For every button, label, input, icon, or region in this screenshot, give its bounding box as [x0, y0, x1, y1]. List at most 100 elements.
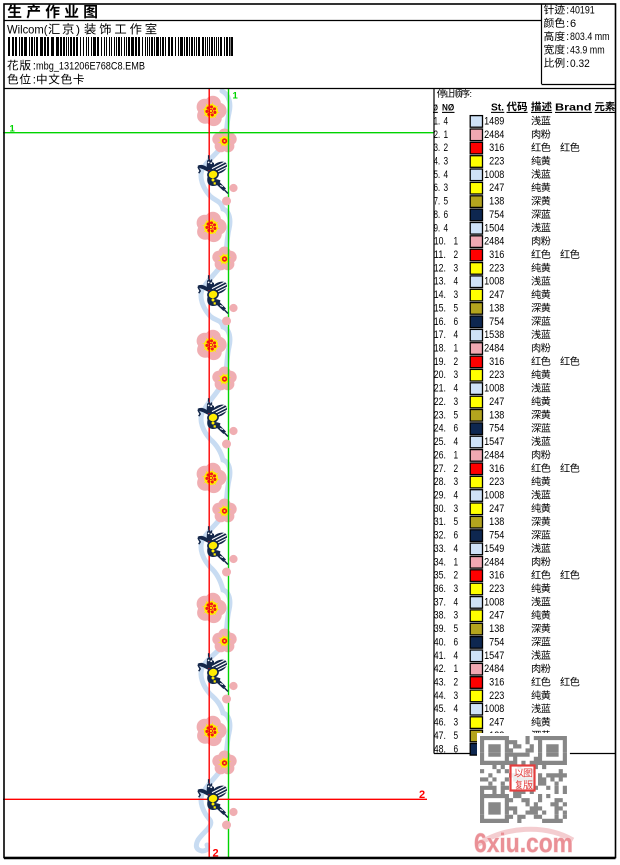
- svg-text:2: 2: [454, 249, 459, 261]
- svg-text:33.: 33.: [434, 543, 446, 555]
- svg-text:1: 1: [454, 236, 459, 248]
- svg-text:1549: 1549: [484, 543, 504, 555]
- svg-text:27.: 27.: [434, 463, 446, 475]
- svg-text:47.: 47.: [434, 730, 446, 742]
- svg-text:1: 1: [444, 129, 449, 141]
- svg-text:Ø: Ø: [433, 102, 438, 112]
- svg-text::: :: [33, 74, 36, 87]
- svg-text:4: 4: [444, 115, 449, 127]
- svg-text:223: 223: [489, 156, 504, 168]
- svg-text:3.: 3.: [434, 142, 440, 154]
- svg-text:4: 4: [454, 543, 459, 555]
- svg-text::: :: [566, 31, 569, 43]
- svg-text:43.9 mm: 43.9 mm: [570, 45, 605, 57]
- svg-text:2: 2: [444, 142, 449, 154]
- svg-text:6: 6: [444, 209, 449, 221]
- svg-text:316: 316: [489, 677, 504, 689]
- svg-text:5: 5: [454, 623, 459, 635]
- svg-text:223: 223: [489, 690, 504, 702]
- svg-text:754: 754: [489, 636, 504, 648]
- svg-text:754: 754: [489, 209, 504, 221]
- svg-text:1: 1: [454, 556, 459, 568]
- svg-text:16.: 16.: [434, 316, 446, 328]
- svg-text:1: 1: [10, 124, 16, 135]
- svg-text:25.: 25.: [434, 436, 446, 448]
- svg-text:41.: 41.: [434, 650, 446, 662]
- svg-text:2484: 2484: [484, 343, 504, 355]
- svg-text:138: 138: [489, 516, 504, 528]
- svg-text:8.: 8.: [434, 209, 440, 221]
- svg-text:138: 138: [489, 302, 504, 314]
- svg-text:4: 4: [444, 169, 449, 181]
- svg-text:2: 2: [454, 570, 459, 582]
- svg-text:3: 3: [454, 289, 459, 301]
- svg-text:2484: 2484: [484, 129, 504, 141]
- svg-text:32.: 32.: [434, 530, 446, 542]
- svg-text:29.: 29.: [434, 490, 446, 502]
- svg-text:40191: 40191: [570, 5, 595, 17]
- svg-text:40.: 40.: [434, 636, 446, 648]
- svg-text:34.: 34.: [434, 556, 446, 568]
- svg-text:9.: 9.: [434, 222, 440, 234]
- svg-text:4: 4: [454, 596, 459, 608]
- svg-text:4: 4: [454, 703, 459, 715]
- svg-text:223: 223: [489, 262, 504, 274]
- svg-text:4: 4: [454, 383, 459, 395]
- svg-text:17.: 17.: [434, 329, 446, 341]
- svg-text:247: 247: [489, 610, 504, 622]
- svg-text:14.: 14.: [434, 289, 446, 301]
- svg-text:4.: 4.: [434, 156, 440, 168]
- svg-text:247: 247: [489, 396, 504, 408]
- svg-text:6: 6: [454, 636, 459, 648]
- svg-text:2484: 2484: [484, 236, 504, 248]
- svg-text:1: 1: [454, 343, 459, 355]
- svg-text:4: 4: [454, 650, 459, 662]
- svg-text:1008: 1008: [484, 383, 504, 395]
- svg-text:4: 4: [454, 276, 459, 288]
- svg-text:): ): [76, 23, 80, 37]
- svg-text:3: 3: [454, 262, 459, 274]
- svg-text:803.4 mm: 803.4 mm: [570, 31, 610, 43]
- svg-text:316: 316: [489, 249, 504, 261]
- svg-text:316: 316: [489, 570, 504, 582]
- svg-text:3: 3: [454, 583, 459, 595]
- svg-text:4: 4: [454, 329, 459, 341]
- svg-text:223: 223: [489, 476, 504, 488]
- svg-text:754: 754: [489, 423, 504, 435]
- svg-text:1008: 1008: [484, 596, 504, 608]
- svg-text:45.: 45.: [434, 703, 446, 715]
- svg-text:247: 247: [489, 289, 504, 301]
- svg-text:316: 316: [489, 142, 504, 154]
- svg-text:316: 316: [489, 356, 504, 368]
- svg-text:3: 3: [454, 610, 459, 622]
- svg-text:Wilcom(: Wilcom(: [7, 23, 48, 37]
- svg-text:3: 3: [444, 156, 449, 168]
- svg-text:1538: 1538: [484, 329, 504, 341]
- svg-text:38.: 38.: [434, 610, 446, 622]
- svg-text:22.: 22.: [434, 396, 446, 408]
- svg-text:36.: 36.: [434, 583, 446, 595]
- svg-text:2: 2: [454, 463, 459, 475]
- svg-text:6: 6: [454, 743, 459, 755]
- svg-text::: :: [566, 45, 569, 57]
- svg-text:Brand: Brand: [555, 101, 592, 113]
- svg-text:48.: 48.: [434, 743, 446, 755]
- svg-text:35.: 35.: [434, 570, 446, 582]
- svg-text:3: 3: [454, 503, 459, 515]
- svg-text:13.: 13.: [434, 276, 446, 288]
- svg-text:1008: 1008: [484, 276, 504, 288]
- svg-text:3: 3: [454, 369, 459, 381]
- svg-text:247: 247: [489, 182, 504, 194]
- svg-text:247: 247: [489, 503, 504, 515]
- svg-text:23.: 23.: [434, 409, 446, 421]
- svg-text:6: 6: [570, 18, 576, 30]
- svg-text:2.: 2.: [434, 129, 440, 141]
- svg-text:3: 3: [454, 717, 459, 729]
- svg-text:754: 754: [489, 316, 504, 328]
- svg-text:6xiu.com: 6xiu.com: [474, 828, 573, 858]
- svg-text:1504: 1504: [484, 222, 504, 234]
- svg-text:6.: 6.: [434, 182, 440, 194]
- svg-text:18.: 18.: [434, 343, 446, 355]
- svg-text:5: 5: [454, 516, 459, 528]
- svg-text:3: 3: [454, 396, 459, 408]
